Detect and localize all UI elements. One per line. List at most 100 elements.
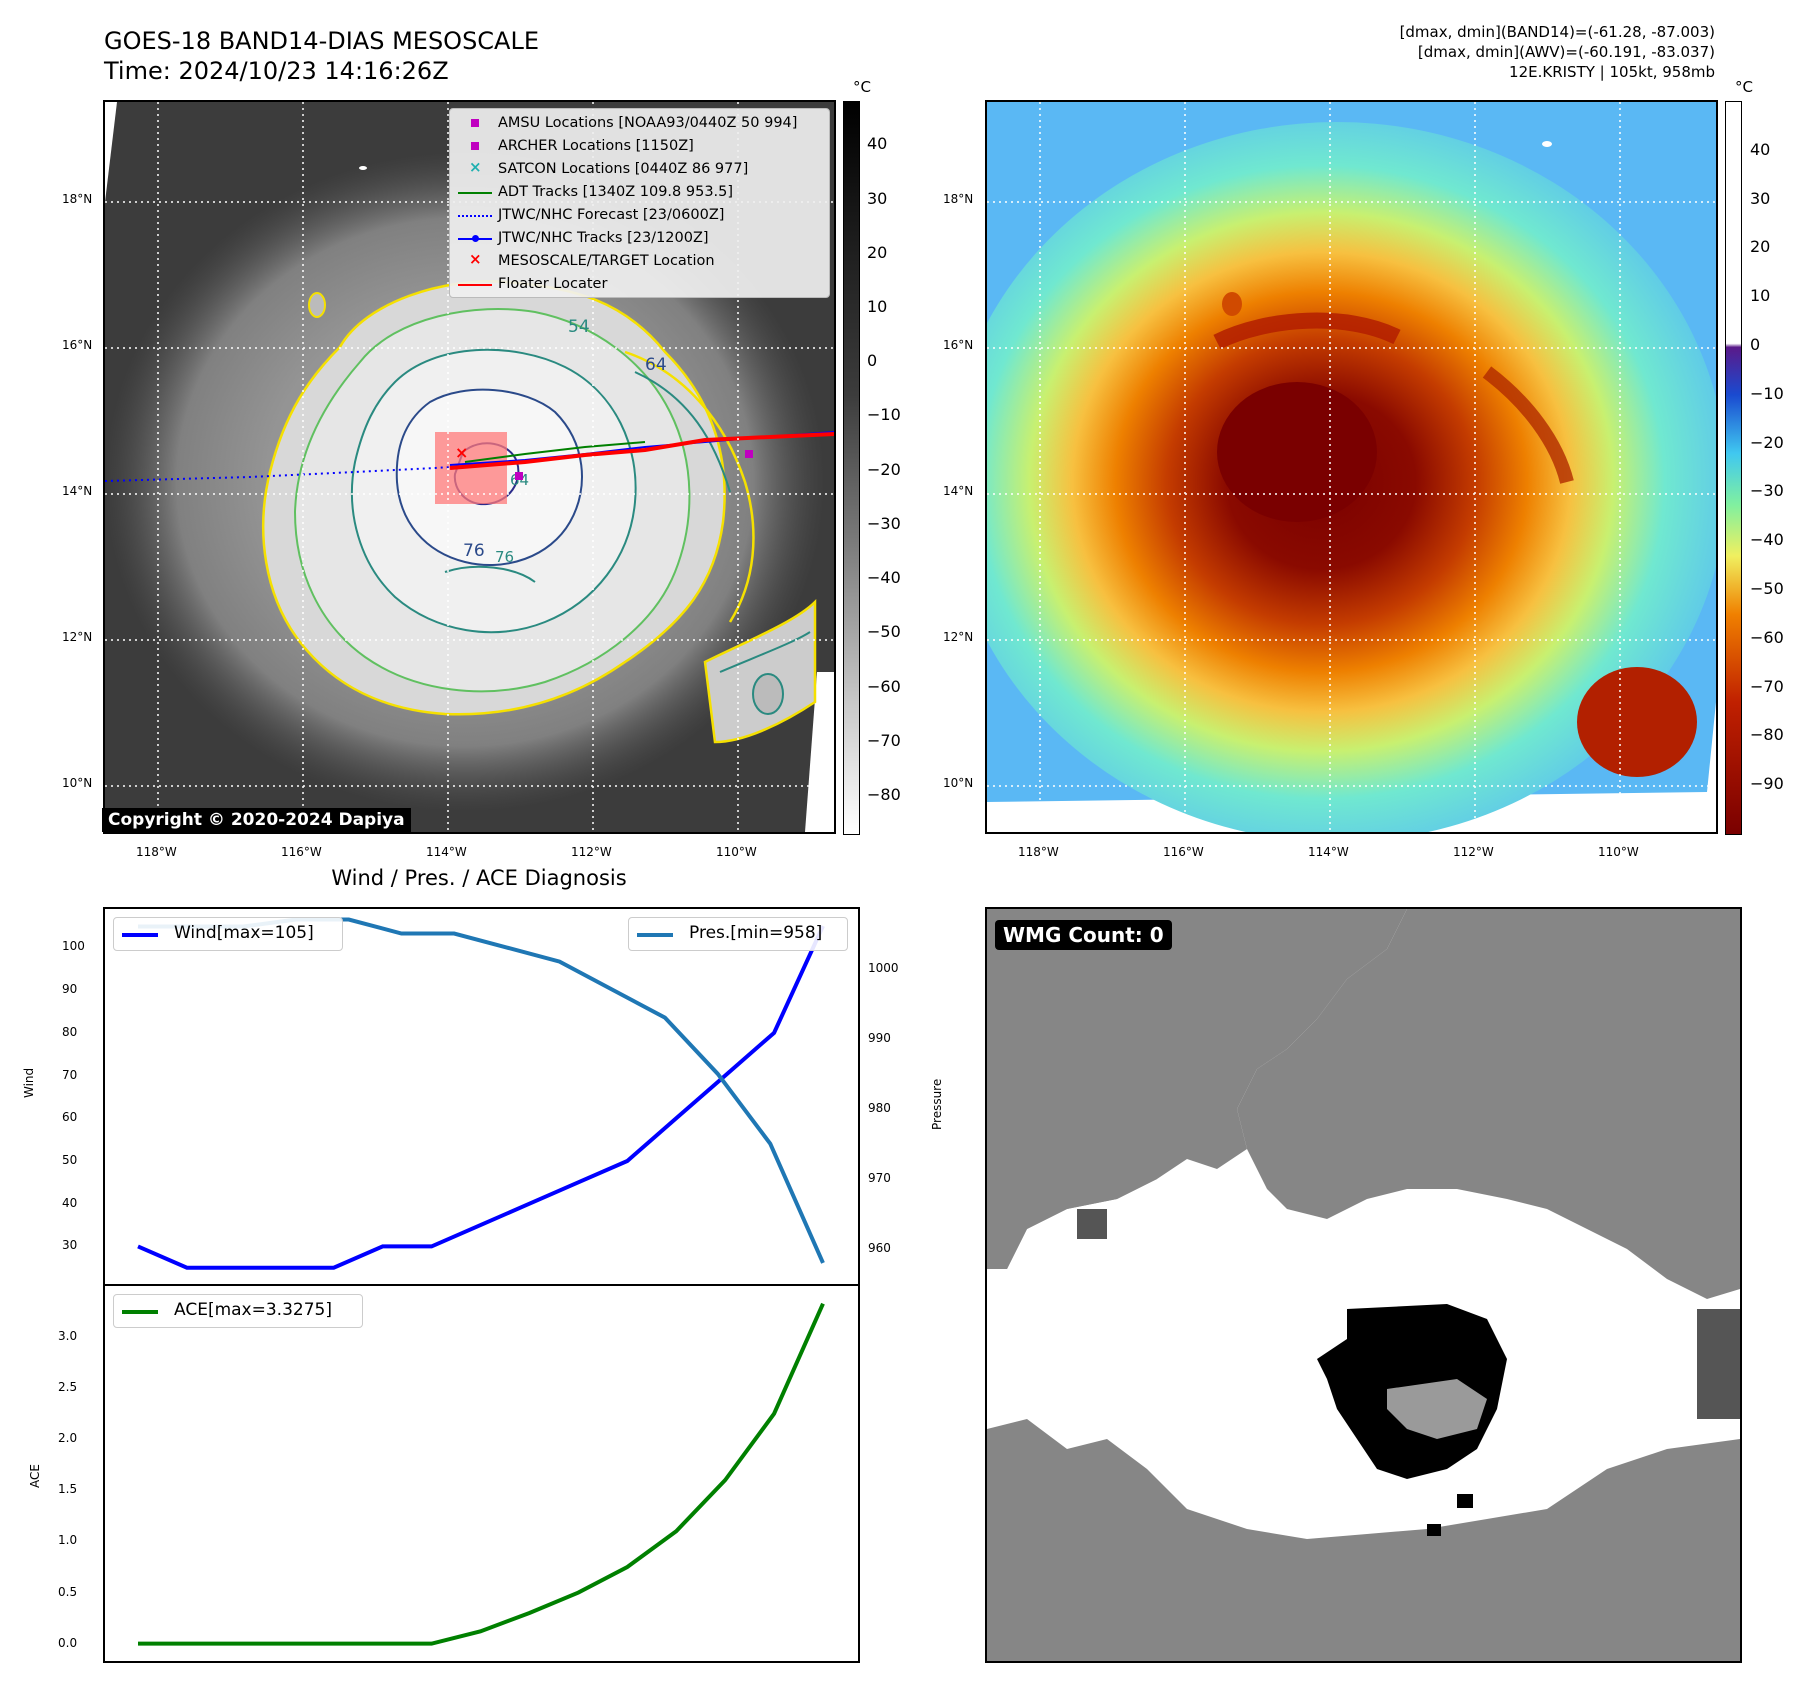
lon-label: 112°W [1453,845,1494,859]
wind-ytick: 30 [62,1238,78,1253]
map-gridlines [987,102,1716,832]
awv-map-canvas [987,102,1716,832]
colorbar-tick: −10 [1750,383,1784,403]
colorbar-tick: −80 [867,785,901,805]
lat-label: 18°N [62,192,93,206]
pressure-legend: Pres.[min=958] [628,917,848,951]
copyright-label: Copyright © 2020-2024 Dapiya [102,808,411,832]
wmg-canvas [987,909,1740,1661]
colorbar-tick: −70 [1750,676,1784,696]
colorbar-tick: 30 [1750,188,1771,208]
storm-info: 12E.KRISTY | 105kt, 958mb [1509,63,1715,81]
wind-axis-label: Wind [22,1067,36,1098]
pressure-line-icon [637,933,673,937]
lon-label: 110°W [716,845,757,859]
chart-time: Time: 2024/10/23 14:16:26Z [104,57,449,85]
ace-ytick: 0.5 [58,1584,78,1599]
map-legend: AMSU Locations [NOAA93/0440Z 50 994] ARC… [449,108,830,298]
wind-legend: Wind[max=105] [113,917,343,951]
archer-marker [745,450,753,458]
contour-label: 54 [568,317,590,337]
lat-label: 10°N [943,776,974,790]
ace-panel [103,1284,860,1663]
awv-colorbar [1725,101,1742,835]
colorbar-tick: −90 [1750,774,1784,794]
wind-ytick: 90 [62,982,78,997]
ace-ytick: 2.0 [58,1431,78,1446]
lon-label: 118°W [1018,845,1059,859]
line-marker-icon [458,192,492,194]
lat-label: 10°N [62,776,93,790]
colorbar-tick: −80 [1750,725,1784,745]
colorbar-tick: 40 [1750,139,1771,159]
pressure-ytick: 980 [868,1100,891,1115]
pressure-ytick: 960 [868,1240,891,1255]
wind-ytick: 100 [62,939,85,954]
colorbar-tick: 20 [1750,237,1771,257]
contour-label: 64 [645,355,667,375]
colorbar-tick: 20 [867,242,888,262]
wind-pres-panel [103,907,860,1286]
lon-label: 112°W [571,845,612,859]
colorbar-unit: °C [1735,78,1753,96]
colorbar-tick: 30 [867,188,888,208]
wind-pres-chart [137,917,825,1270]
colorbar-tick: 0 [867,351,878,371]
colorbar-tick: −50 [867,622,901,642]
lat-label: 16°N [943,338,974,352]
colorbar-tick: −70 [867,730,901,750]
stats-band14: [dmax, dmin](BAND14)=(-61.28, -87.003) [1399,23,1715,41]
adt-track [464,441,646,463]
colorbar-tick: −40 [867,568,901,588]
contour-label: 76 [495,548,514,566]
lat-label: 14°N [943,484,974,498]
wind-ytick: 40 [62,1195,78,1210]
lat-label: 16°N [62,338,93,352]
ace-line-icon [122,1310,158,1314]
colorbar-tick: 10 [1750,286,1771,306]
colorbar-tick: −10 [867,405,901,425]
lon-label: 118°W [136,845,177,859]
square-marker-icon [471,119,479,127]
colorbar-tick: −30 [1750,481,1784,501]
colorbar-tick: −40 [1750,530,1784,550]
pressure-series-line [138,917,825,1264]
pressure-axis-label: Pressure [930,1078,944,1130]
lon-label: 110°W [1598,845,1639,859]
wind-ytick: 50 [62,1152,78,1167]
floater-track [449,432,834,470]
colorbar-tick: 10 [867,297,888,317]
lon-label: 116°W [1163,845,1204,859]
ace-chart [138,1302,825,1646]
lat-label: 12°N [943,630,974,644]
stats-awv: [dmax, dmin](AWV)=(-60.191, -83.037) [1417,43,1715,61]
wind-ytick: 70 [62,1067,78,1082]
chart-title: GOES-18 BAND14-DIAS MESOSCALE [104,27,540,55]
band14-map: 54 64 76 64 76 × [103,100,836,834]
pressure-ytick: 1000 [868,960,899,975]
wind-series-line [137,925,825,1270]
colorbar-tick: −60 [1750,627,1784,647]
lat-label: 14°N [62,484,93,498]
ace-ytick: 3.0 [58,1329,78,1344]
ace-ytick: 1.5 [58,1482,78,1497]
wmg-panel [985,907,1742,1663]
ace-ytick: 1.0 [58,1533,78,1548]
wind-line-icon [122,933,158,937]
colorbar-tick: 0 [1750,335,1761,354]
colorbar-tick: −50 [1750,579,1784,598]
square-marker-icon [471,142,479,150]
band14-colorbar [843,101,860,835]
contour-label: 76 [463,541,485,561]
pressure-ytick: 970 [868,1170,891,1185]
colorbar-tick: −20 [867,459,901,479]
awv-map [985,100,1718,834]
diagnosis-title: Wind / Pres. / ACE Diagnosis [331,866,627,890]
ace-legend: ACE[max=3.3275] [113,1294,363,1328]
dotted-line-icon [458,215,492,217]
wind-ytick: 60 [62,1110,78,1125]
colorbar-tick: 40 [867,134,888,154]
target-marker: × [455,443,468,462]
amsu-marker [515,472,523,480]
band14-map-canvas: 54 64 76 64 76 × [105,102,834,832]
